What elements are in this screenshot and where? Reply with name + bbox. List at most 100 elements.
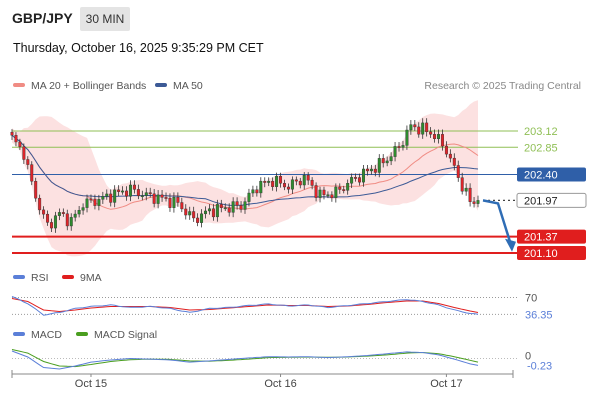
candle-body [235,201,239,206]
candle-body [318,189,322,198]
level-label-201.97: 201.97 [524,195,558,207]
candle-body [164,197,168,199]
candle-body [85,198,89,208]
currency-pair-title: GBP/JPY [12,10,73,26]
candle-body [231,201,235,213]
legend-macd-label: MACD [31,329,62,341]
level-label-202.40: 202.40 [524,169,558,181]
candle-body [22,146,26,160]
legend-rsi-label: RSI [31,272,49,284]
legend-rsi-ma: 9MA [62,272,102,284]
candle-body [409,124,413,131]
candle-body [97,199,101,206]
candle-body [30,164,34,182]
candle-body [140,195,144,197]
projection-arrow [482,199,512,243]
candle-body [46,213,50,223]
candle-body [464,187,468,192]
candle-body [433,134,437,139]
macd-signal-swatch [76,332,88,337]
candle-body [184,208,188,216]
candle-body [448,153,452,159]
ma50-swatch [155,83,167,88]
candle-body [468,187,472,202]
candle-body [144,192,148,196]
candle-body [322,189,326,195]
candle-body [113,189,117,203]
candle-body [121,190,125,193]
candle-body [279,176,283,184]
candle-body [18,141,22,147]
legend-macd-signal: MACD Signal [76,329,157,341]
projection-arrow-head [505,238,516,252]
macd-signal-line [11,349,479,368]
candle-body [334,186,338,198]
candle-body [61,212,65,214]
candle-body [215,204,219,218]
candle-body [330,194,334,198]
candle-body [148,192,152,195]
candle-body [160,194,164,198]
candle-body [456,165,460,178]
candle-body [227,207,231,213]
candle-body [223,207,227,210]
candle-body [397,146,401,148]
candle-body [263,180,267,183]
candle-body [38,197,42,211]
rsi-swatch [13,275,25,280]
candle-body [338,186,342,190]
candle-body [128,184,132,197]
credit-text: Research © 2025 Trading Central [424,80,581,92]
rsi-line [11,296,479,316]
candle-body [109,193,113,203]
candle-body [180,202,184,210]
timeframe-button[interactable]: 30 MIN [80,7,130,31]
macd-zero-label: 0 [525,351,531,363]
candle-body [361,168,365,183]
candle-body [302,174,306,186]
legend-ma50-label: MA 50 [173,80,203,92]
candle-body [346,183,350,191]
macd-line [11,350,479,370]
candle-body [405,129,409,146]
x-tick-label: Oct 17 [430,378,462,390]
candle-body [93,198,97,206]
candle-body [26,159,30,165]
candle-body [294,179,298,182]
candle-body [389,156,393,162]
candle-body [57,212,61,216]
candle-body [310,179,314,186]
candle-body [50,222,53,229]
candle-body [243,201,247,210]
candle-body [255,189,259,194]
candle-body [176,197,180,203]
candle-body [437,134,440,139]
level-label-201.37: 201.37 [524,232,558,244]
candle-body [326,194,330,197]
candle-body [306,174,310,181]
x-tick-label: Oct 16 [264,378,296,390]
candle-body [105,193,109,197]
candle-body [77,210,81,215]
candle-body [314,185,318,198]
legend-ma20-label: MA 20 + Bollinger Bands [31,80,147,92]
candle-body [152,193,156,204]
ma20-swatch [13,83,25,88]
candle-body [34,180,38,199]
candle-body [251,189,255,194]
candle-body [271,180,275,187]
candle-body [381,158,385,164]
candle-body [156,194,160,204]
candle-body [267,180,271,183]
candle-body [132,184,136,190]
candle-body [117,189,121,192]
candle-body [207,208,211,212]
candle-body [429,131,433,135]
candle-body [136,189,140,196]
candle-body [69,217,73,227]
candle-body [192,211,196,219]
candle-body [440,134,444,147]
candle-body [369,168,373,172]
candle-body [219,204,223,208]
